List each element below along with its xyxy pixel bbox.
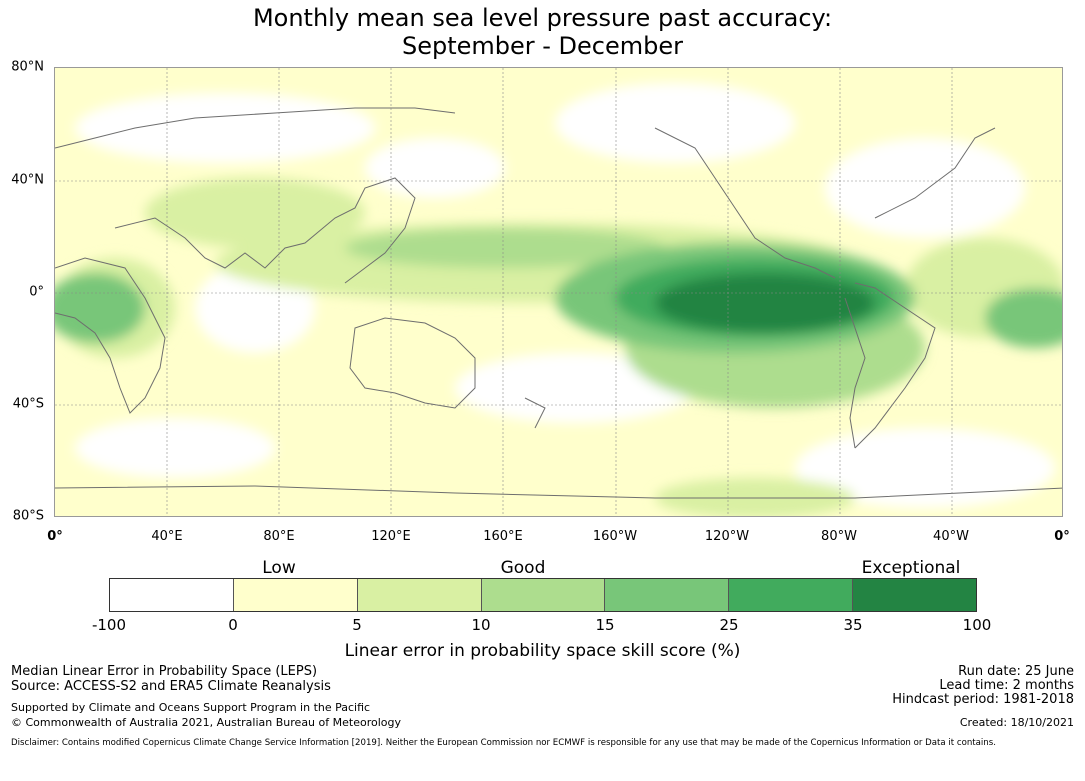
africa-coast [55,257,166,414]
lon-label-80w: 80°W [821,529,857,544]
colorbar-tick: 10 [471,616,491,634]
colorbar-segment-6 [729,579,854,611]
colorbar-segment-2 [233,579,358,611]
lat-label-40s: 40°S [12,396,44,412]
colorbar-tick: -100 [91,616,127,634]
colorbar-segment-7 [853,579,977,611]
map-title-line2: September - December [401,32,684,60]
colorbar-segment-3 [357,579,482,611]
skill-map-svg [55,68,1062,516]
footer-source: Source: ACCESS-S2 and ERA5 Climate Reana… [11,679,331,694]
lead-time: Lead time: 2 months [939,678,1074,693]
skill-field [55,83,1062,516]
lat-label-80n: 80°N [11,59,44,75]
colorbar-tick: 5 [352,616,362,634]
skill-map [54,67,1063,517]
colorbar-segment-1 [110,579,234,611]
footer-method: Median Linear Error in Probability Space… [11,664,318,679]
run-date: Run date: 25 June [958,664,1074,679]
colorbar-tick: 35 [843,616,863,634]
lon-label-160e: 160°E [483,529,523,544]
footer-copyright: © Commonwealth of Australia 2021, Austra… [11,716,401,729]
footer-support: Supported by Climate and Oceans Support … [11,701,371,714]
colorbar-title: Linear error in probability space skill … [344,641,741,661]
lon-label-40w: 40°W [933,529,969,544]
colorbar-tick: 0 [228,616,238,634]
lat-label-40n: 40°N [11,172,44,188]
lon-label-0-right: 0° [1054,529,1070,544]
created-date: Created: 18/10/2021 [959,716,1074,729]
colorbar [109,578,977,612]
lon-label-120w: 120°W [704,529,750,544]
lat-label-0: 0° [29,284,44,300]
lon-label-40e: 40°E [151,529,183,544]
legend-category-exceptional: Exceptional [861,558,961,578]
north-america-west-coast [654,127,836,279]
lat-label-80s: 80°S [12,508,44,524]
eurasia-south-coast [114,177,416,284]
colorbar-tick: 15 [595,616,615,634]
colorbar-tick: 100 [962,616,992,634]
australia-coast [349,317,476,409]
south-america-east-coast [854,282,936,449]
lon-label-80e: 80°E [263,529,295,544]
graticule [55,68,1062,516]
colorbar-segment-5 [605,579,730,611]
legend-category-good: Good [500,558,546,578]
coastlines [55,107,1062,499]
colorbar-tick: 25 [719,616,739,634]
legend-category-low: Low [262,558,296,578]
lon-label-160w: 160°W [592,529,638,544]
north-america-east-coast [874,127,996,219]
lon-label-120e: 120°E [371,529,411,544]
eurasia-north-coast [55,107,456,149]
disclaimer: Disclaimer: Contains modified Copernicus… [11,738,996,748]
colorbar-segment-4 [481,579,606,611]
new-zealand-coast [524,397,546,429]
map-title-line1: Monthly mean sea level pressure past acc… [252,4,833,32]
antarctica-coast [55,485,1062,499]
lon-label-0-left: 0° [47,529,63,544]
hindcast-period: Hindcast period: 1981-2018 [892,692,1074,707]
south-america-west-coast [844,297,866,449]
